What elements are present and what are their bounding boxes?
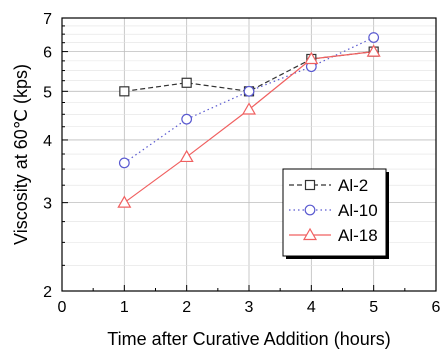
x-tick-label: 3: [245, 299, 254, 316]
legend-label-al-10: Al-10: [338, 201, 378, 220]
legend-marker-al-18: [302, 227, 318, 241]
legend-marker-al-2: [304, 179, 316, 191]
y-tick-label: 2: [43, 284, 52, 301]
legend-label-al-18: Al-18: [338, 226, 378, 245]
x-tick-label: 5: [369, 299, 378, 316]
y-tick-label: 4: [43, 133, 52, 150]
x-tick-label: 2: [182, 299, 191, 316]
y-axis-title: Viscosity at 60℃ (kps): [11, 64, 31, 245]
data-point-al-18: [179, 149, 194, 163]
data-point-al-18: [304, 51, 319, 65]
data-point-al-10: [181, 113, 193, 125]
y-tick-label: 3: [43, 196, 52, 213]
x-axis-title: Time after Curative Addition (hours): [107, 329, 390, 349]
ticks: 0 1 2 3 4 5 6 2 3 4 5 6 7: [43, 11, 440, 316]
data-point-al-10: [118, 157, 130, 169]
data-point-al-10: [368, 32, 380, 43]
data-point-al-18: [241, 102, 257, 115]
y-tick-label: 6: [43, 45, 52, 62]
legend: Al-2 Al-10 Al-18: [282, 168, 389, 259]
data-point-al-10: [243, 85, 255, 97]
data-point-al-18: [117, 195, 132, 208]
x-tick-label: 4: [307, 299, 316, 316]
y-tick-label: 5: [43, 84, 52, 101]
data-point-al-18: [366, 44, 381, 57]
legend-label-al-2: Al-2: [338, 176, 368, 195]
legend-marker-al-10: [304, 204, 316, 216]
x-tick-label: 1: [120, 299, 129, 316]
x-tick-label: 6: [432, 299, 441, 316]
x-tick-label: 0: [58, 299, 67, 316]
legend-box: [282, 168, 387, 257]
data-point-al-2: [181, 77, 192, 88]
series-layer: [117, 32, 381, 208]
y-tick-label: 7: [43, 11, 52, 28]
data-point-al-2: [119, 86, 130, 97]
